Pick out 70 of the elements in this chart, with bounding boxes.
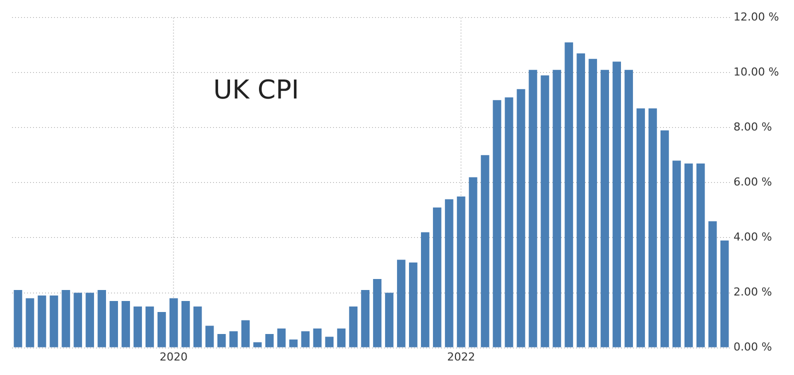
bar	[229, 331, 238, 348]
bar	[205, 326, 214, 348]
bar	[385, 292, 394, 348]
y-tick-label: 0.00 %	[734, 340, 772, 354]
bar	[265, 334, 274, 348]
bar	[444, 199, 454, 348]
bar	[50, 296, 58, 348]
y-tick-label: 12.00 %	[734, 10, 780, 24]
bar	[313, 328, 322, 348]
y-tick-label: 6.00 %	[734, 176, 772, 189]
bar	[110, 301, 118, 348]
annotation: UK CPI	[213, 75, 300, 106]
x-tick-label: 2022	[447, 350, 476, 364]
bar	[349, 306, 358, 348]
bar	[289, 340, 298, 348]
bar	[612, 62, 621, 348]
bar	[636, 108, 645, 348]
bar	[660, 130, 669, 348]
bar	[576, 53, 586, 348]
bar	[193, 306, 202, 348]
bar	[600, 70, 610, 348]
bar	[588, 58, 598, 348]
bar	[301, 331, 310, 348]
bar	[564, 42, 574, 348]
bar	[277, 328, 286, 348]
bar	[528, 70, 538, 348]
bar	[373, 279, 382, 348]
bar	[624, 70, 633, 348]
bar	[480, 155, 490, 348]
bar	[241, 320, 250, 348]
bar	[397, 260, 406, 348]
bar	[492, 100, 502, 348]
bar	[169, 298, 178, 348]
bar	[409, 262, 418, 348]
bar	[62, 290, 70, 348]
bar	[325, 336, 334, 348]
bar	[540, 75, 550, 348]
y-tick-label: 4.00 %	[734, 230, 772, 244]
bar	[420, 232, 430, 348]
bar	[708, 221, 717, 348]
y-tick-label: 8.00 %	[734, 120, 772, 134]
bar	[122, 301, 130, 348]
bar	[468, 177, 478, 348]
bar	[134, 306, 142, 348]
bar	[86, 292, 94, 348]
bar	[98, 290, 106, 348]
bar	[516, 89, 526, 348]
bar	[432, 207, 442, 348]
bar	[26, 298, 34, 348]
bar	[74, 292, 82, 348]
bar	[672, 160, 681, 348]
y-tick-label: 2.00 %	[734, 286, 772, 299]
x-tick-label: 2020	[160, 350, 188, 364]
y-tick-label: 10.00 %	[734, 65, 780, 78]
bar	[696, 163, 705, 348]
bar	[684, 163, 693, 348]
bar	[158, 312, 166, 348]
bar	[146, 306, 154, 348]
bar	[720, 240, 729, 348]
bar	[456, 196, 466, 348]
bar	[217, 334, 226, 348]
bar	[361, 290, 370, 348]
bar	[38, 296, 46, 348]
bar	[504, 97, 514, 348]
bar	[253, 342, 262, 348]
bar	[648, 108, 657, 348]
bar	[552, 70, 562, 348]
bar	[14, 290, 22, 348]
bar	[337, 328, 346, 348]
bar	[181, 301, 190, 348]
